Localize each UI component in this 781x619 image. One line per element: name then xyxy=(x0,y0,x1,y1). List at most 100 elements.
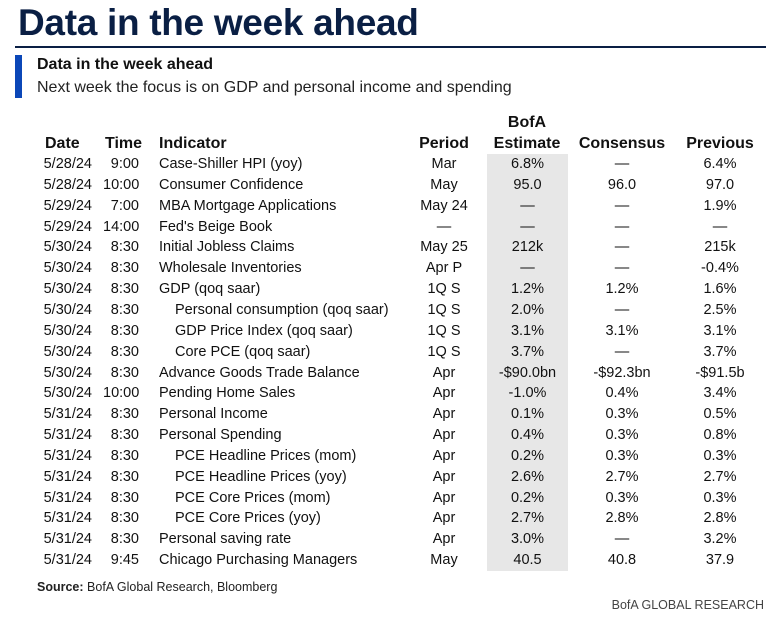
cell-previous: 2.8% xyxy=(703,510,737,527)
cell-estimate: 3.0% xyxy=(510,531,545,548)
cell-time: 8:30 xyxy=(110,531,139,548)
cell-estimate: 212k xyxy=(511,239,544,256)
cell-time: 8:30 xyxy=(110,239,139,256)
cell-previous: 6.4% xyxy=(703,156,737,172)
header-estimate-line1: BofA xyxy=(507,114,547,131)
cell-period: 1Q S xyxy=(427,301,461,318)
header-date: Date xyxy=(45,135,80,152)
title-divider xyxy=(15,46,766,48)
cell-estimate: 2.7% xyxy=(510,510,545,527)
accent-bar xyxy=(15,55,22,98)
cell-time: 8:30 xyxy=(110,260,139,277)
cell-date: 5/30/24 xyxy=(43,322,92,339)
table-row: 5/30/24 8:30 Advance Goods Trade Balance Ap… xyxy=(0,363,781,384)
cell-previous: 3.2% xyxy=(703,531,737,548)
cell-time: 7:00 xyxy=(110,197,139,214)
table-row: 5/31/24 8:30 Personal Spending Apr 0.4% 0.3% 0… xyxy=(0,425,781,446)
cell-time: 8:30 xyxy=(110,510,139,527)
cell-indicator: Core PCE (qoq saar) xyxy=(175,343,311,360)
cell-previous: 0.5% xyxy=(703,406,737,423)
cell-time: 8:30 xyxy=(110,343,139,360)
cell-indicator: PCE Core Prices (mom) xyxy=(175,489,331,506)
cell-date: 5/29/24 xyxy=(43,218,92,235)
cell-consensus: 0.3% xyxy=(605,489,639,506)
cell-estimate: 0.1% xyxy=(510,406,545,423)
cell-indicator: Wholesale Inventories xyxy=(159,260,302,277)
page-title: Data in the week ahead xyxy=(18,2,419,43)
exhibit-title: Data in the week ahead xyxy=(37,56,214,73)
cell-consensus: — xyxy=(614,531,630,548)
cell-date: 5/30/24 xyxy=(43,281,92,298)
footer-brand: BofA GLOBAL RESEARCH xyxy=(611,598,764,612)
cell-estimate: — xyxy=(520,197,535,214)
cell-period: May 24 xyxy=(420,197,468,214)
cell-estimate: -1.0% xyxy=(508,385,547,402)
cell-indicator: Case-Shiller HPI (yoy) xyxy=(159,156,303,172)
cell-period: Apr xyxy=(432,447,456,464)
cell-consensus: 0.3% xyxy=(605,427,639,444)
cell-time: 8:30 xyxy=(110,468,139,485)
source-note: Source: BofA Global Research, Bloomberg xyxy=(37,580,277,594)
cell-time: 8:30 xyxy=(110,447,139,464)
cell-previous: 3.4% xyxy=(703,385,737,402)
cell-period: Apr xyxy=(432,364,456,381)
cell-previous: 1.6% xyxy=(703,281,737,298)
cell-indicator: Chicago Purchasing Managers xyxy=(159,552,358,569)
table-row: 5/30/24 10:00 Pending Home Sales Apr -1.0% 0.… xyxy=(0,383,781,404)
cell-time: 14:00 xyxy=(103,218,140,235)
cell-time: 8:30 xyxy=(110,281,139,298)
cell-indicator: Pending Home Sales xyxy=(159,385,296,402)
cell-previous: 3.7% xyxy=(703,343,737,360)
cell-previous: 0.8% xyxy=(703,427,737,444)
cell-period: May xyxy=(430,552,458,569)
table-row: 5/31/24 9:45 Chicago Purchasing Managers Ma… xyxy=(0,550,781,571)
cell-estimate: 0.2% xyxy=(510,447,545,464)
cell-estimate: 6.8% xyxy=(510,156,545,172)
cell-date: 5/30/24 xyxy=(43,301,92,318)
cell-estimate: 0.2% xyxy=(510,489,545,506)
cell-previous: 97.0 xyxy=(705,176,735,193)
header-period: Period xyxy=(419,135,469,152)
header-previous: Previous xyxy=(686,135,754,152)
cell-estimate: 95.0 xyxy=(513,176,542,193)
cell-time: 8:30 xyxy=(110,489,139,506)
table-row: 5/30/24 8:30 GDP (qoq saar) 1Q S 1.2% 1.2% 1.6… xyxy=(0,279,781,300)
cell-estimate: 2.6% xyxy=(510,468,545,485)
cell-previous: -$91.5b xyxy=(695,364,745,381)
cell-period: May xyxy=(430,176,458,193)
estimate-column-shading xyxy=(487,154,568,571)
cell-indicator: Fed's Beige Book xyxy=(159,218,273,235)
cell-period: Apr xyxy=(432,489,456,506)
cell-consensus: 0.3% xyxy=(605,447,639,464)
cell-indicator: Advance Goods Trade Balance xyxy=(159,364,360,381)
table-row: 5/30/24 8:30 Personal consumption (qoq saa… xyxy=(0,300,781,321)
cell-time: 9:00 xyxy=(110,156,139,172)
cell-time: 10:00 xyxy=(103,385,140,402)
cell-previous: 3.1% xyxy=(703,322,737,339)
cell-period: 1Q S xyxy=(427,322,461,339)
cell-estimate: 1.2% xyxy=(510,281,545,298)
cell-period: Apr xyxy=(432,427,456,444)
cell-consensus: 40.8 xyxy=(607,552,637,569)
cell-consensus: 3.1% xyxy=(605,322,639,339)
cell-period: May 25 xyxy=(420,239,468,256)
cell-indicator: MBA Mortgage Applications xyxy=(159,197,337,214)
header-indicator: Indicator xyxy=(159,135,227,152)
cell-time: 8:30 xyxy=(110,364,139,381)
cell-period: Apr P xyxy=(425,260,463,277)
source-label: Source: xyxy=(37,580,84,594)
cell-date: 5/31/24 xyxy=(43,531,92,548)
cell-date: 5/31/24 xyxy=(43,552,92,569)
cell-indicator: Personal saving rate xyxy=(159,531,292,548)
cell-estimate: -$90.0bn xyxy=(498,364,557,381)
cell-consensus: — xyxy=(614,156,630,172)
cell-indicator: Personal Spending xyxy=(159,427,282,444)
cell-date: 5/31/24 xyxy=(43,427,92,444)
header-time: Time xyxy=(105,135,143,152)
cell-previous: 2.7% xyxy=(703,468,737,485)
table-row: 5/31/24 8:30 Personal saving rate Apr 3.0% — 3… xyxy=(0,529,781,550)
cell-previous: 2.5% xyxy=(703,301,737,318)
cell-indicator: GDP Price Index (qoq saar) xyxy=(175,322,353,339)
cell-previous: — xyxy=(712,218,728,235)
header-estimate-line2: Estimate xyxy=(493,135,561,152)
